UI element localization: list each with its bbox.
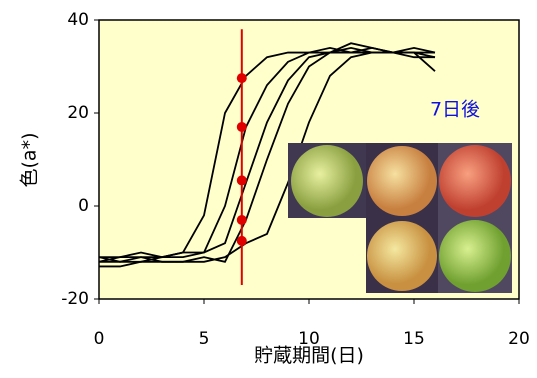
x-tick-label: 0 [94, 329, 105, 349]
photo-fruit [439, 220, 511, 292]
y-tick-label: 40 [67, 10, 89, 30]
chart: 7日後 貯蔵期間(日) 色(a*) -200204005101520 [0, 0, 537, 374]
photo-fruit [367, 221, 437, 291]
annotation: 7日後 [430, 99, 480, 121]
x-tick-label: 5 [199, 329, 210, 349]
marker-dot [237, 73, 247, 83]
marker-dot [237, 215, 247, 225]
x-tick-label: 20 [508, 329, 530, 349]
y-tick-label: 0 [78, 196, 89, 216]
photo-fruit [439, 145, 511, 217]
marker-dot [237, 175, 247, 185]
x-tick-label: 15 [403, 329, 425, 349]
y-axis-label: 色(a*) [19, 133, 41, 188]
y-tick-label: 20 [67, 103, 89, 123]
marker-dot [237, 236, 247, 246]
marker-dot [237, 122, 247, 132]
y-tick-label: -20 [61, 289, 89, 309]
photo-fruit [367, 146, 437, 216]
photo-fruit [291, 145, 363, 217]
x-tick-label: 10 [298, 329, 320, 349]
